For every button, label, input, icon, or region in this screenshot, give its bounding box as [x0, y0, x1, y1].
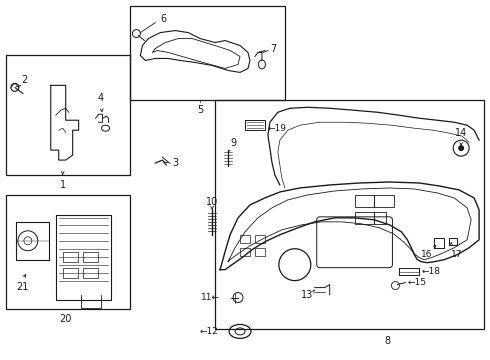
Bar	[240, 235, 250, 243]
Text: 1: 1	[60, 180, 66, 190]
Text: ←12: ←12	[199, 327, 218, 336]
Bar	[240, 248, 250, 256]
Circle shape	[458, 145, 464, 151]
Text: ←19: ←19	[268, 124, 287, 133]
Text: 9: 9	[230, 138, 236, 148]
Bar	[63, 268, 77, 278]
Bar	[130, 6, 285, 100]
Text: 2: 2	[21, 75, 27, 85]
Bar	[6, 55, 130, 175]
Bar	[374, 212, 387, 224]
Bar	[6, 195, 130, 310]
Bar	[355, 212, 374, 224]
Text: 6: 6	[160, 14, 167, 24]
Text: 7: 7	[270, 44, 276, 54]
Text: ←18: ←18	[421, 267, 441, 276]
Text: 4: 4	[98, 93, 103, 103]
Text: 5: 5	[197, 105, 203, 115]
Bar	[83, 268, 98, 278]
Text: 16: 16	[421, 250, 432, 259]
Bar	[355, 195, 374, 207]
Bar	[255, 248, 265, 256]
Text: 3: 3	[172, 158, 178, 168]
Text: 10: 10	[206, 197, 218, 207]
Text: 21: 21	[17, 282, 29, 292]
Bar	[374, 195, 394, 207]
Bar	[63, 252, 77, 262]
Bar	[255, 235, 265, 243]
Text: 8: 8	[384, 336, 391, 346]
Bar	[215, 100, 484, 329]
Text: 20: 20	[59, 315, 72, 324]
Text: 14: 14	[455, 128, 467, 138]
Text: ←15: ←15	[407, 278, 426, 287]
Text: 11←: 11←	[201, 293, 220, 302]
Text: 13: 13	[300, 289, 313, 300]
Bar	[83, 252, 98, 262]
Text: 17: 17	[451, 250, 463, 259]
